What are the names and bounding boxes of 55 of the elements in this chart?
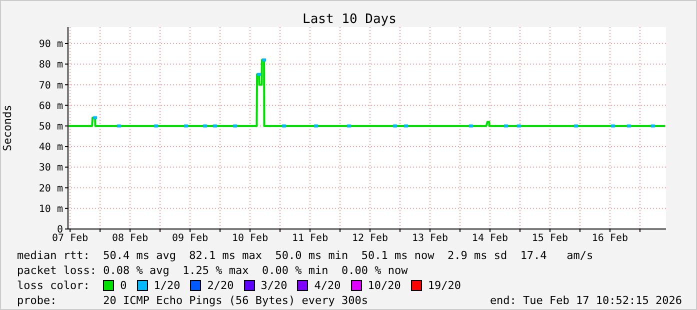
chart-title: Last 10 Days bbox=[302, 12, 398, 27]
point bbox=[233, 124, 238, 128]
line-series bbox=[68, 58, 666, 127]
point bbox=[282, 124, 286, 128]
y-tick-label: 60 m bbox=[38, 100, 63, 112]
x-tick-label: 16 Feb bbox=[592, 233, 628, 244]
x-tick-label: 09 Feb bbox=[172, 233, 208, 244]
y-tick-label: 30 m bbox=[38, 162, 63, 174]
legend-label: 3/20 bbox=[260, 278, 288, 293]
y-tick-label: 50 m bbox=[38, 121, 63, 132]
legend-title: loss color: bbox=[17, 278, 91, 293]
legend-label: 10/20 bbox=[366, 278, 401, 293]
legend-label: 2/20 bbox=[206, 278, 234, 293]
y-tick-label: 90 m bbox=[38, 39, 63, 50]
text: median rtt: 50.4 ms avg 82.1 ms max 50.0 ms min 50.1 ms now 2.9 ms sd 17.4 am/s bbox=[17, 248, 594, 263]
point bbox=[574, 124, 578, 128]
point bbox=[93, 116, 98, 120]
point bbox=[610, 124, 615, 128]
x-tick-label: 07 Feb bbox=[52, 233, 88, 244]
y-tick-label: 80 m bbox=[38, 60, 63, 71]
point bbox=[516, 124, 521, 128]
x-tick-label: 12 Feb bbox=[352, 233, 388, 244]
point bbox=[213, 124, 218, 128]
point bbox=[469, 124, 473, 128]
point bbox=[393, 124, 398, 128]
y-tick-label: 40 m bbox=[38, 142, 63, 154]
x-tick-label: 11 Feb bbox=[292, 233, 328, 244]
point bbox=[504, 124, 508, 128]
point bbox=[117, 124, 122, 128]
text: packet loss: 0.08 % avg 1.25 % max 0.00 % min 0.00 % now bbox=[17, 263, 409, 278]
y-tick-label: 70 m bbox=[38, 80, 63, 92]
legend-label: 19/20 bbox=[426, 278, 461, 293]
x-tick-label: 13 Feb bbox=[412, 233, 448, 244]
legend-label: 0 bbox=[119, 278, 127, 293]
x-tick-label: 15 Feb bbox=[532, 233, 568, 244]
x-tick-label: 14 Feb bbox=[472, 233, 508, 244]
point bbox=[404, 124, 408, 128]
y-axis-title: Seconds bbox=[0, 104, 14, 152]
legend-label: 4/20 bbox=[313, 278, 341, 293]
x-tick-label: 10 Feb bbox=[232, 233, 268, 244]
point bbox=[154, 124, 158, 128]
y-tick-label: 20 m bbox=[38, 183, 63, 194]
point bbox=[262, 58, 266, 62]
point bbox=[626, 124, 631, 128]
point bbox=[347, 124, 352, 128]
text: end: Tue Feb 17 10:52:15 2026 bbox=[490, 293, 682, 308]
text: probe: 20 ICMP Echo Pings (56 Bytes) every 300s bbox=[17, 293, 368, 308]
point bbox=[257, 72, 262, 76]
x-tick-label: 08 Feb bbox=[112, 233, 148, 244]
legend-label: 1/20 bbox=[152, 278, 180, 293]
point bbox=[184, 124, 188, 128]
point bbox=[650, 124, 655, 128]
point bbox=[203, 124, 208, 128]
y-tick-label: 10 m bbox=[38, 204, 63, 215]
point bbox=[314, 124, 318, 128]
